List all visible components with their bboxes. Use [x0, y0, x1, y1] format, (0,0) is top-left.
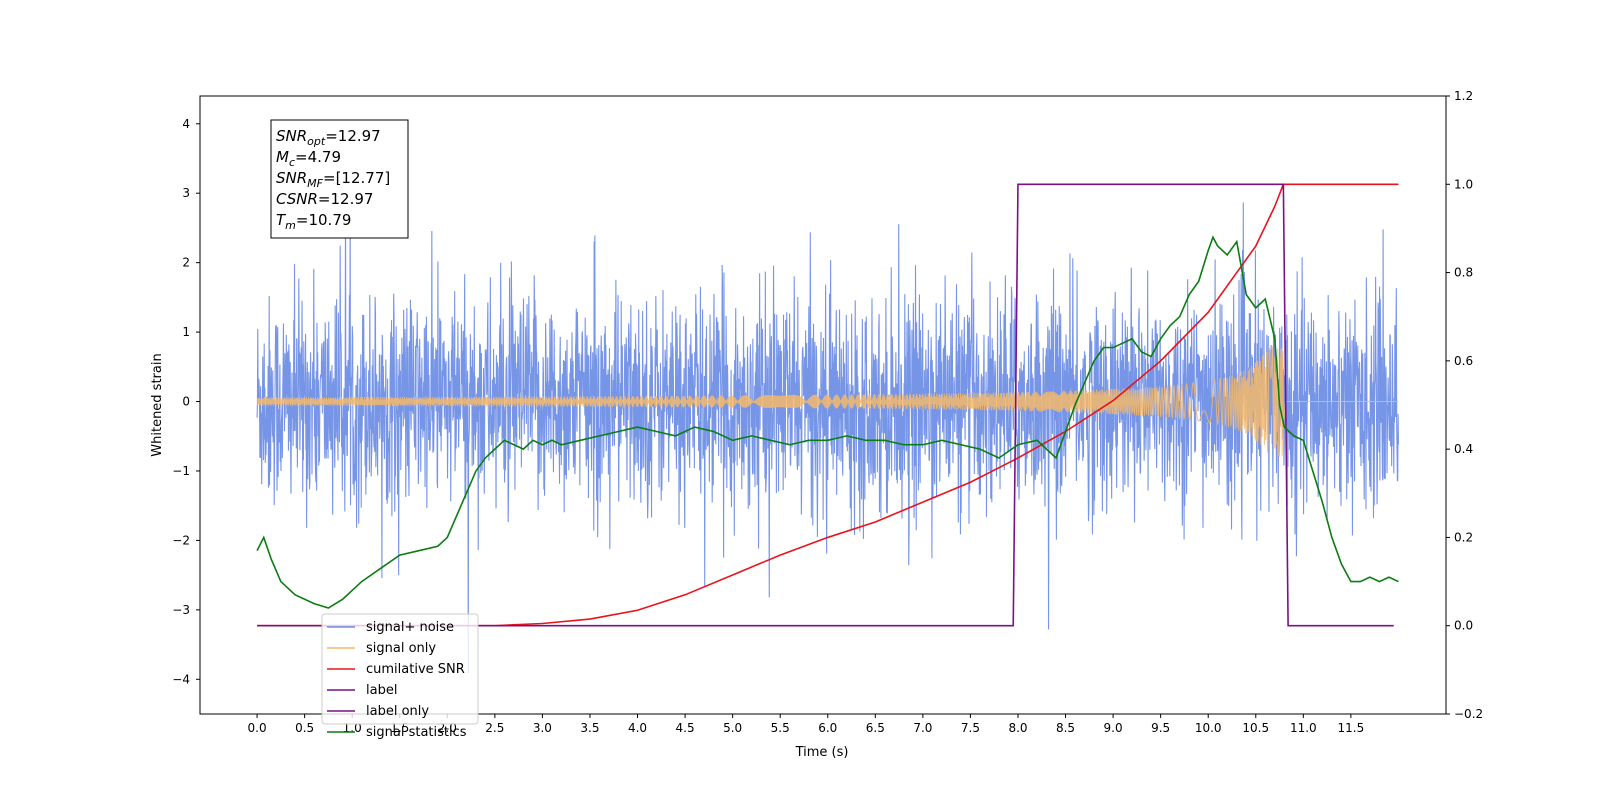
- y2-tick-label: 0.4: [1454, 442, 1473, 456]
- x-tick-label: 5.0: [723, 721, 742, 735]
- legend-label: cumilative SNR: [366, 662, 465, 677]
- legend-entry: signal+ noise: [327, 620, 454, 635]
- legend-entry: signal statistics: [327, 725, 467, 740]
- y-tick-label: 2: [182, 256, 190, 270]
- annotation-line: SNRMF=[12.77]: [276, 169, 390, 190]
- x-tick-label: 2.5: [485, 721, 504, 735]
- legend-label: label only: [366, 704, 429, 719]
- plot-frame: [199, 95, 1447, 715]
- x-tick-label: 0.0: [248, 721, 267, 735]
- y2-tick-label: 1.2: [1454, 89, 1473, 103]
- annotation-line: SNRopt=12.97: [276, 127, 381, 148]
- y2-tick-label: 0.2: [1454, 530, 1473, 544]
- y2-tick-label: 1.0: [1454, 177, 1473, 191]
- y-tick-label: 0: [182, 395, 190, 409]
- x-tick-label: 0.5: [295, 721, 314, 735]
- x-tick-label: 4.5: [676, 721, 695, 735]
- annotation-line: CSNR=12.97: [276, 190, 373, 208]
- series-layer: [256, 183, 1399, 674]
- x-tick-label: 10.5: [1242, 721, 1269, 735]
- y-tick-label: 4: [182, 117, 190, 131]
- x-tick-label: 3.0: [533, 721, 552, 735]
- y2-tick-label: −0.2: [1454, 707, 1483, 721]
- x-tick-label: 10.0: [1195, 721, 1222, 735]
- series-signal-statistics: [256, 235, 1399, 609]
- legend-label: signal only: [366, 641, 436, 656]
- y-tick-label: 3: [182, 186, 190, 200]
- x-tick-label: 4.0: [628, 721, 647, 735]
- legend-entry: signal only: [327, 641, 436, 656]
- legend-label: signal statistics: [366, 725, 467, 740]
- legend-entry: cumilative SNR: [327, 662, 465, 677]
- x-tick-label: 8.0: [1008, 721, 1027, 735]
- series-signal-only: [256, 346, 1399, 457]
- annotation-box: SNRopt=12.97Mc=4.79SNRMF=[12.77]CSNR=12.…: [270, 119, 409, 239]
- legend-entry: label only: [327, 704, 429, 719]
- legend-frame: [321, 613, 479, 725]
- annotation-line: Mc=4.79: [276, 148, 341, 169]
- x-tick-label: 11.5: [1338, 721, 1365, 735]
- series-cumulative-snr: [257, 183, 1399, 627]
- series-signal-noise: [256, 194, 1399, 674]
- x-tick-label: 6.0: [818, 721, 837, 735]
- series-label: [257, 183, 1394, 627]
- y-tick-label: −2: [172, 533, 190, 547]
- x-tick-label: 3.5: [580, 721, 599, 735]
- y-tick-label: −3: [172, 603, 190, 617]
- x-tick-label: 6.5: [866, 721, 885, 735]
- x-tick-label: 11.0: [1290, 721, 1317, 735]
- legend-entry: label: [327, 683, 397, 698]
- legend: signal+ noise signal only cumilative SNR la…: [321, 613, 479, 740]
- x-tick-label: 9.5: [1151, 721, 1170, 735]
- y-axis-label: Whitened strain: [150, 353, 165, 456]
- annotation-line: Tm=10.79: [276, 211, 351, 232]
- y-tick-label: −4: [172, 672, 190, 686]
- x-tick-label: 8.5: [1056, 721, 1075, 735]
- y2-tick-label: 0.6: [1454, 354, 1473, 368]
- y2-tick-label: 0.8: [1454, 266, 1473, 280]
- y-tick-label: 1: [182, 325, 190, 339]
- legend-label: label: [366, 683, 397, 698]
- x-tick-label: 9.0: [1104, 721, 1123, 735]
- annotation-frame: [270, 119, 409, 239]
- x-tick-label: 5.5: [771, 721, 790, 735]
- y-tick-label: −1: [172, 464, 190, 478]
- x-tick-label: 7.5: [961, 721, 980, 735]
- x-axis-label: Time (s): [795, 745, 849, 760]
- legend-label: signal+ noise: [366, 620, 454, 635]
- x-tick-label: 7.0: [913, 721, 932, 735]
- y2-tick-label: 0.0: [1454, 619, 1473, 633]
